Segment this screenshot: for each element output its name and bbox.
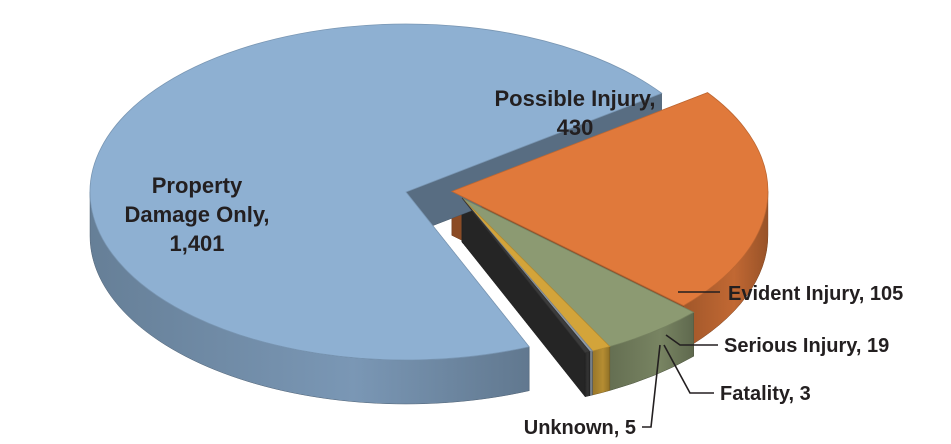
slices-layer [89,23,769,405]
leader-serious [665,334,718,346]
slice-rim-unknown-0 [584,351,591,398]
label-possible-line2: 430 [557,115,594,140]
label-possible-line1: Possible Injury, [495,86,656,111]
slice-property-damage-only [89,23,663,361]
leader-unknown [642,344,661,428]
label-property-line3: 1,401 [169,231,224,256]
label-fatality: Fatality, 3 [720,383,811,405]
label-serious: Serious Injury, 19 [724,335,889,357]
label-evident: Evident Injury, 105 [728,283,903,305]
slice-possible-injury [450,92,769,307]
label-property-line2: Damage Only, [124,202,269,227]
slice-rim-fatality-0 [589,350,593,396]
label-unknown: Unknown, 5 [524,417,636,439]
slice-rim-serious-injury-0 [592,346,611,396]
label-property-line1: Property [152,173,243,198]
leader-fatality [663,344,714,394]
slice-unknown [461,197,591,354]
